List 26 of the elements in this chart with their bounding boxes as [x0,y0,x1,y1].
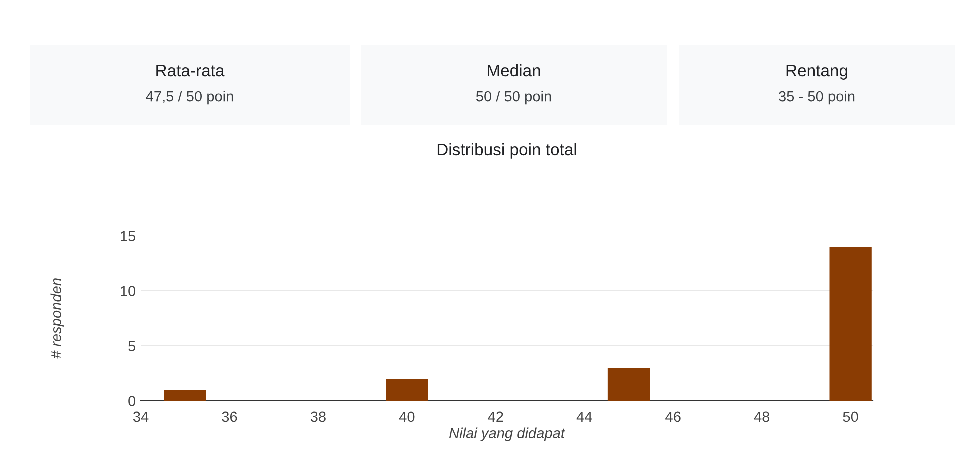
y-axis-title: # responden [50,278,64,359]
bar [386,379,428,401]
text: Rentang [786,65,848,80]
x-tick-label: 44 [576,412,592,422]
y-tick-label: 10 [121,286,136,296]
x-tick-label: 34 [133,412,149,422]
text: Rata-rata [156,65,225,77]
bar [830,247,872,401]
x-tick-label: 40 [399,412,415,422]
x-tick-label: 36 [222,412,238,422]
text: 50 / 50 poin [476,91,552,105]
y-tick-label: 15 [121,231,136,242]
x-tick-label: 48 [754,412,770,422]
x-tick-label: 42 [488,412,504,422]
x-tick-label: 46 [666,412,681,422]
text: Median [488,64,540,77]
y-tick-label: 5 [128,341,136,352]
text: 35 - 50 poin [779,91,855,105]
chart-title: Distribusi poin total [438,143,576,159]
x-tick-label: 38 [310,412,326,422]
bar [164,390,206,401]
x-tick-label: 50 [843,412,858,422]
x-axis-title: Nilai yang didapat [449,428,566,442]
text: 47,5 / 50 poin [146,91,234,105]
y-tick-label: 0 [128,396,136,406]
bar [608,368,650,401]
